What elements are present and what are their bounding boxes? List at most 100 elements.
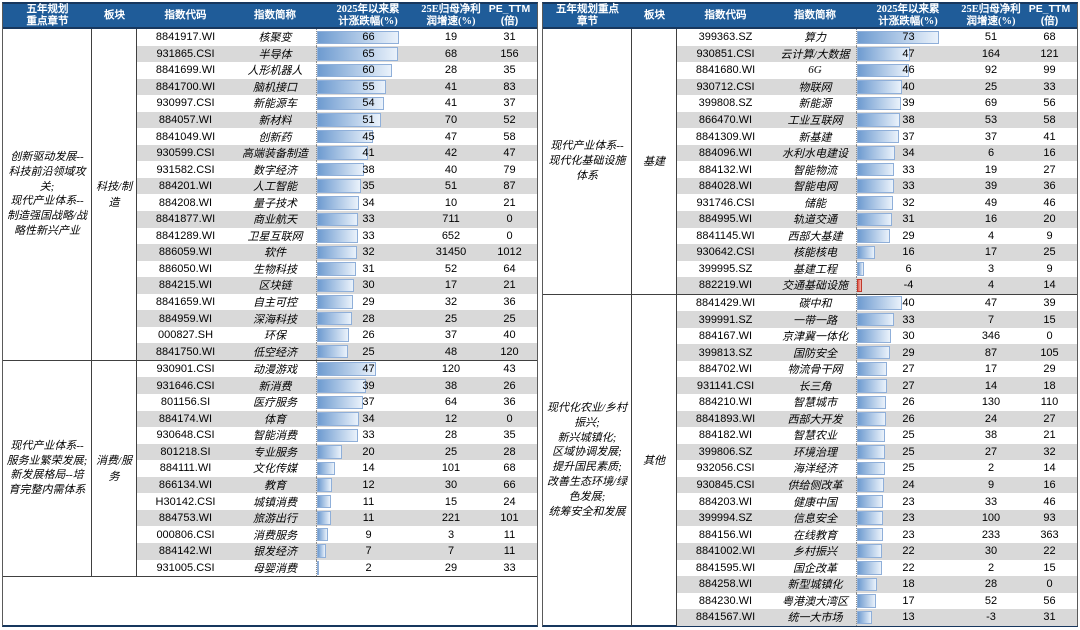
change-bar (857, 594, 877, 608)
change-value: 18 (902, 578, 915, 591)
index-name-cell: 智能消费 (253, 430, 297, 443)
change-cell: 31 (316, 260, 420, 278)
change-value: -4 (903, 279, 914, 292)
change-bar (317, 311, 352, 326)
table-row: 8841309.WI 新基建 37 37 41 (677, 128, 1077, 145)
col-header-chapter: 五年规划重点 章节 (556, 4, 619, 27)
index-code-cell: 399995.SZ (698, 262, 753, 275)
index-name-cell: 人形机器人 (247, 65, 303, 78)
index-code-cell: 8841659.WI (155, 296, 216, 309)
index-code-cell: 884203.WI (698, 495, 753, 508)
change-cell: 16 (856, 244, 960, 261)
plan-section: 现代化农业/乡村振兴; 新兴城镇化; 区域协调发展; 提升国民素质; 改善生态环… (543, 293, 1077, 626)
table-row: 801156.SI 医疗服务 37 64 36 (137, 394, 537, 411)
pe-cell: 31 (1043, 611, 1056, 624)
index-name-cell: 区块链 (258, 280, 292, 293)
table-row: 884995.WI 轨道交通 31 16 20 (677, 211, 1077, 228)
pe-cell: 68 (503, 462, 516, 475)
change-value: 30 (362, 279, 375, 292)
profit-growth-cell: 33 (984, 495, 998, 508)
change-value: 27 (902, 363, 915, 376)
index-name-cell: 脑机接口 (253, 81, 297, 94)
table-row: 884702.WI 物流骨干网 27 17 29 (677, 360, 1077, 378)
profit-growth-cell: 38 (444, 379, 458, 392)
index-name-cell: 人工智能 (253, 181, 297, 194)
change-cell: 25 (856, 443, 960, 461)
index-name-cell: 生物科技 (253, 263, 297, 276)
pe-cell: 99 (1043, 64, 1056, 77)
table-row: 884753.WI 旅游出行 11 221 101 (137, 509, 537, 527)
index-code-cell: H30142.CSI (155, 495, 216, 508)
change-value: 66 (362, 31, 375, 44)
change-bar (857, 428, 886, 443)
profit-growth-cell: 19 (984, 163, 998, 176)
index-code-cell: 884028.WI (698, 180, 753, 193)
change-value: 25 (902, 429, 915, 442)
pe-cell: 93 (1043, 512, 1056, 525)
profit-growth-cell: 2 (987, 561, 995, 574)
pe-cell: 56 (1043, 594, 1056, 607)
chapter-cell: 现代产业体系--现代化基础设施体系 (543, 29, 632, 294)
profit-growth-cell: 130 (981, 396, 1001, 409)
index-code-cell: 884753.WI (158, 512, 213, 525)
index-code-cell: 000827.SH (157, 329, 214, 342)
index-code-cell: 884201.WI (158, 180, 213, 193)
sector-cell: 其他 (632, 294, 677, 626)
change-cell: 31 (856, 211, 960, 228)
change-bar (317, 494, 331, 509)
change-cell: 33 (856, 161, 960, 178)
change-cell: 12 (316, 476, 420, 494)
change-bar (857, 129, 899, 144)
right-index-table: 五年规划重点 章节 板块 指数代码 指数简称 2025年以来累 计涨跌幅(%) … (542, 2, 1078, 627)
change-value: 33 (362, 213, 375, 226)
index-code-cell: 8841567.WI (695, 611, 756, 624)
index-name-cell: 创新药 (258, 131, 292, 144)
table-row: 8841289.WI 卫星互联网 33 652 0 (137, 227, 537, 245)
pe-cell: 16 (1043, 479, 1056, 492)
index-code-cell: 884959.WI (158, 312, 213, 325)
pe-cell: 20 (1043, 213, 1056, 226)
change-bar (857, 195, 894, 210)
pe-cell: 21 (503, 279, 516, 292)
profit-growth-cell: 37 (444, 329, 458, 342)
col-header-code: 指数代码 (164, 9, 207, 21)
change-bar (857, 610, 872, 625)
profit-growth-cell: 10 (444, 196, 458, 209)
table-row: 930997.CSI 新能源车 54 41 37 (137, 95, 537, 112)
profit-growth-cell: 41 (444, 80, 458, 93)
pe-cell: 43 (503, 363, 516, 376)
change-value: 33 (902, 313, 915, 326)
index-code-cell: 000806.CSI (156, 528, 215, 541)
change-cell: 41 (316, 144, 420, 162)
profit-growth-cell: 24 (984, 412, 998, 425)
change-value: 73 (902, 31, 915, 44)
change-cell: -4 (856, 277, 960, 294)
change-bar (857, 494, 883, 509)
pe-cell: 27 (1043, 163, 1056, 176)
change-bar (317, 262, 356, 276)
change-cell: 65 (316, 45, 420, 63)
index-name-cell: 核能核电 (793, 247, 837, 260)
table-row: 884203.WI 健康中国 23 33 46 (677, 493, 1077, 510)
change-bar (317, 162, 365, 177)
change-cell: 2 (316, 559, 420, 577)
change-bar (857, 312, 895, 327)
pe-cell: 0 (1046, 578, 1053, 591)
change-value: 12 (362, 479, 375, 492)
profit-growth-cell: 69 (984, 97, 998, 110)
table-row: 930845.CSI 供给侧改革 24 9 16 (677, 476, 1077, 494)
pe-cell: 79 (503, 163, 516, 176)
change-bar (857, 47, 911, 61)
change-bar (317, 544, 326, 558)
change-value: 25 (362, 345, 375, 358)
index-name-cell: 高端装备制造 (242, 148, 308, 161)
change-value: 47 (902, 47, 915, 60)
change-bar (317, 278, 355, 293)
index-name-cell: 粤港澳大湾区 (782, 595, 848, 608)
pe-cell: 0 (506, 229, 513, 242)
change-cell: 29 (856, 344, 960, 361)
table-row: 000827.SH 环保 26 37 40 (137, 326, 537, 344)
change-cell: 39 (316, 377, 420, 395)
change-bar (857, 412, 887, 426)
change-value: 34 (362, 412, 375, 425)
